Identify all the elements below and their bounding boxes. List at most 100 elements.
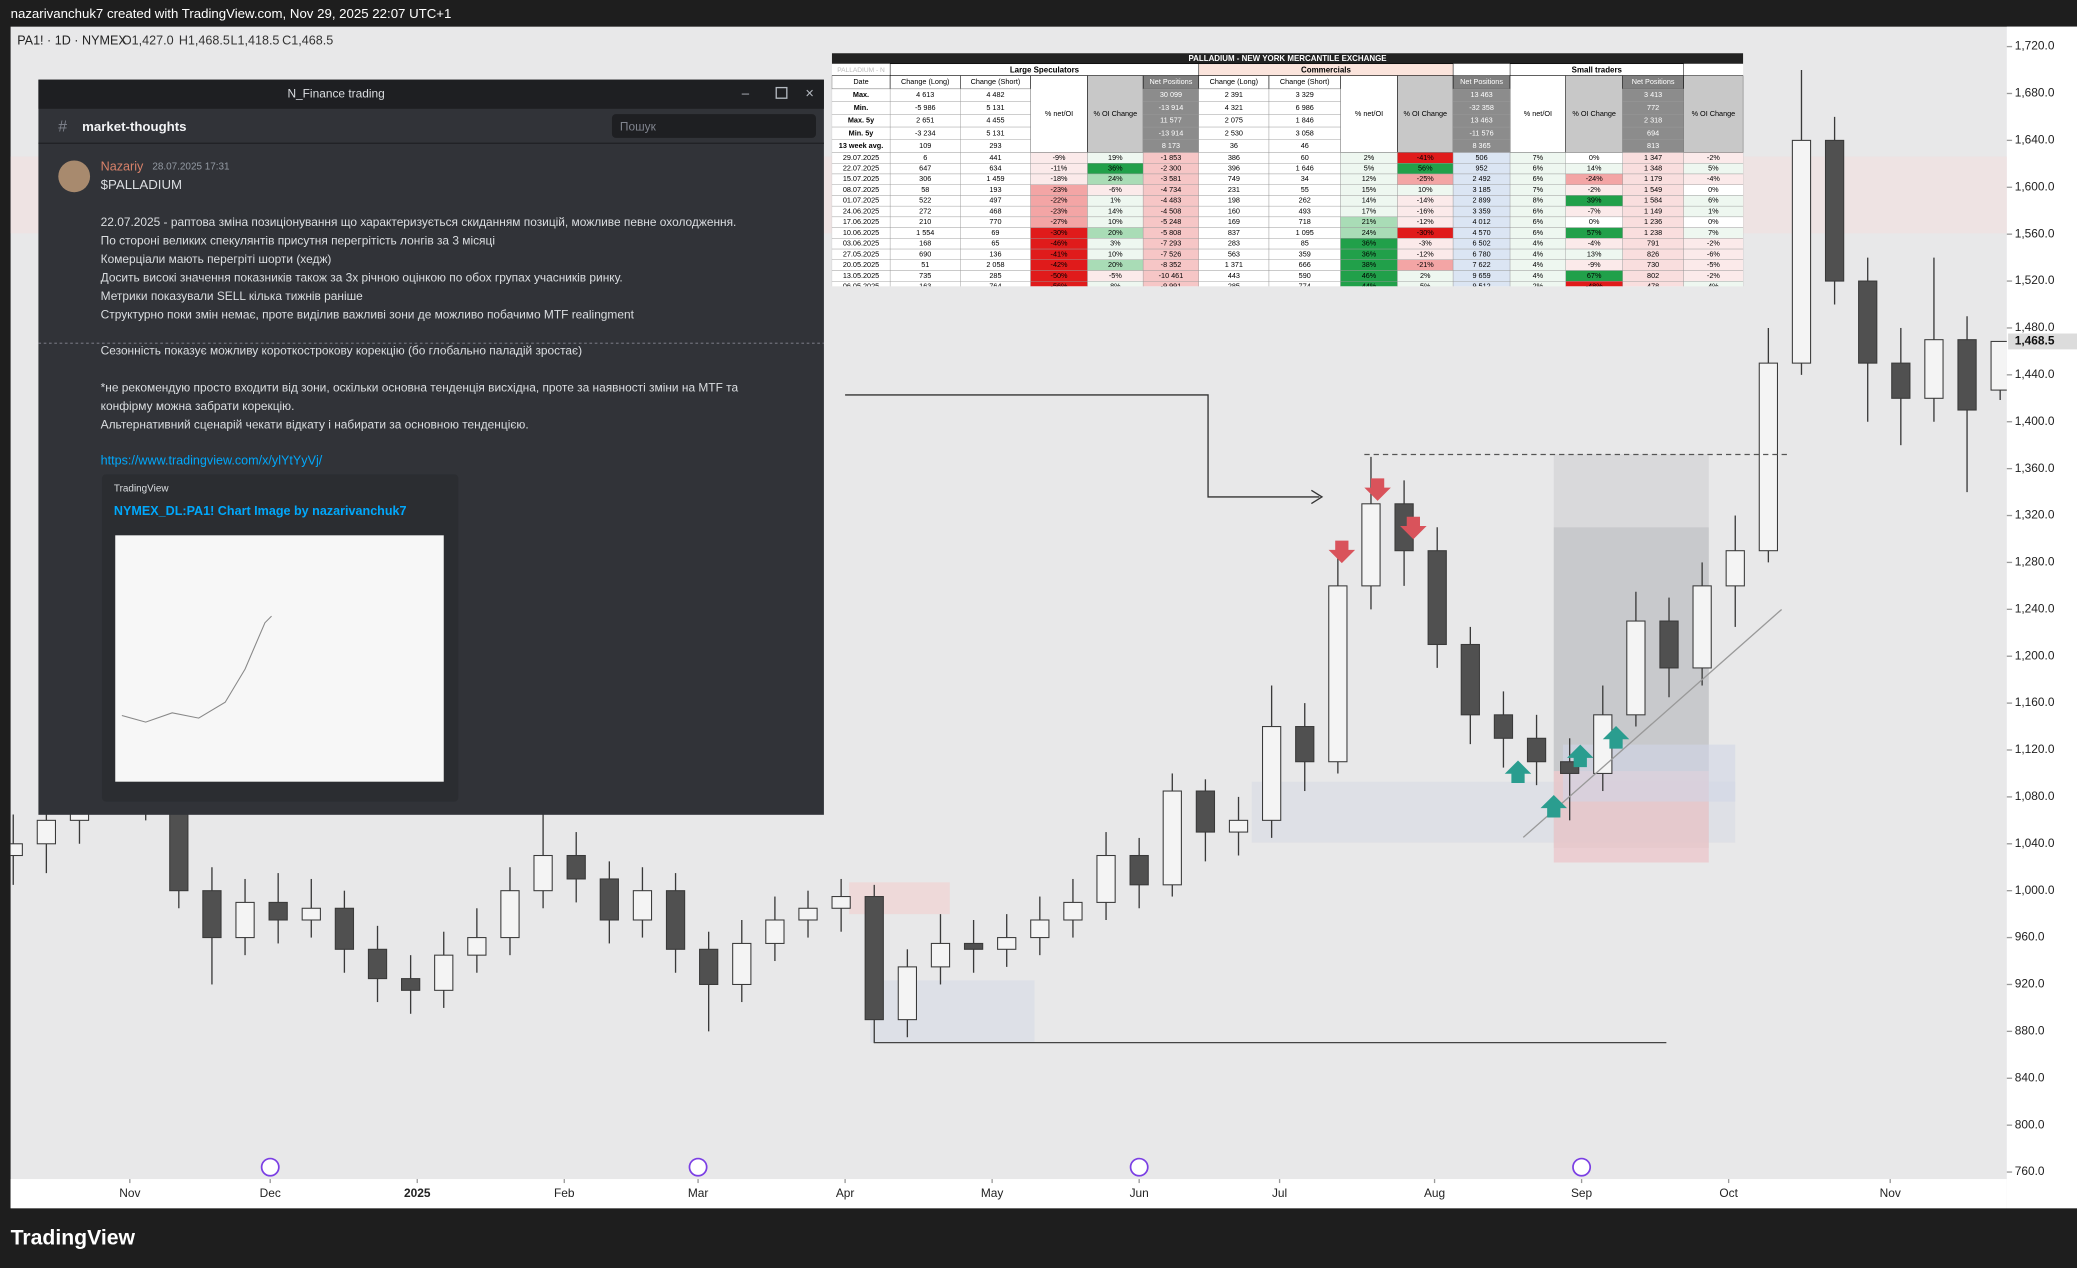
cell-text: 7%: [1533, 153, 1544, 162]
message-line: Структурно поки змін немає, проте виділи…: [101, 308, 635, 322]
event-icon[interactable]: [260, 1157, 280, 1177]
x-tick-label: Nov: [1880, 1186, 1901, 1200]
cell-text: 57%: [1587, 228, 1602, 237]
ohlc-value: O1,427.0: [122, 34, 174, 48]
cell-text: 7%: [1708, 228, 1719, 237]
cell-text: 193: [989, 185, 1001, 194]
group-label: Commercials: [1301, 65, 1351, 74]
cell-text: 0%: [1708, 185, 1719, 194]
candle-body: [699, 948, 719, 986]
cell-text: 8 173: [1162, 141, 1180, 150]
cell-text: 169: [1228, 217, 1240, 226]
cell-text: -18%: [1051, 174, 1069, 183]
cell-text: 109: [919, 141, 931, 150]
event-icon[interactable]: [1129, 1157, 1149, 1177]
candle-body: [864, 896, 884, 1021]
cell-text: -10 461: [1159, 271, 1184, 280]
cell-text: 493: [1299, 206, 1311, 215]
cell-text: 4 570: [1472, 228, 1490, 237]
cell-text: 1 348: [1644, 164, 1662, 173]
cell-text: 690: [919, 249, 931, 258]
window-controls[interactable]: –: [742, 86, 750, 101]
cell-text: 10%: [1418, 185, 1433, 194]
cell-text: 666: [1299, 260, 1311, 269]
event-icon[interactable]: [1572, 1157, 1592, 1177]
link[interactable]: https://www.tradingview.com/x/ylYtYyVj/: [101, 453, 323, 467]
embed-title[interactable]: NYMEX_DL:PA1! Chart Image by nazarivanch…: [114, 504, 407, 518]
sell-arrow: [1400, 516, 1427, 540]
cell-text: 65: [991, 239, 999, 248]
cell-text: -4 734: [1161, 185, 1182, 194]
maximize[interactable]: [775, 86, 788, 99]
event-icon[interactable]: [688, 1157, 708, 1177]
table-corner: PALLADIUM - N: [837, 67, 885, 74]
cell-text: 85: [1301, 239, 1309, 248]
cell-text: 4 012: [1472, 217, 1490, 226]
price-axis: [2006, 26, 2077, 1209]
y-tick-label: 1,400.0: [2015, 414, 2055, 428]
message-line: Досить високі значення показників також …: [101, 270, 623, 284]
candle-body: [1957, 339, 1977, 411]
avatar[interactable]: [58, 160, 91, 193]
candle-body: [930, 942, 951, 968]
search-box[interactable]: [611, 114, 816, 138]
x-tick-label: Sep: [1571, 1186, 1593, 1200]
cell-text: 6: [923, 153, 927, 162]
cell-text: 12%: [1362, 174, 1377, 183]
candle-body: [997, 937, 1017, 950]
ohlc-value: H1,468.5: [179, 34, 230, 48]
cell-text: -50%: [1051, 271, 1069, 280]
cell-text: 5%: [1364, 164, 1375, 173]
cell-text: 19%: [1108, 153, 1123, 162]
cell-text: 2 651: [916, 116, 934, 125]
cell-text: 563: [1228, 249, 1240, 258]
cell-text: 272: [919, 206, 931, 215]
cell-text: 29.07.2025: [843, 153, 879, 162]
candle-body: [1692, 585, 1712, 669]
cell-text: -22%: [1051, 196, 1069, 205]
cell-text: 46%: [1362, 271, 1377, 280]
candle-body: [467, 937, 487, 956]
cell-text: Max.: [853, 90, 869, 99]
cell-text: 285: [1228, 282, 1240, 291]
cell-text: 44%: [1362, 282, 1377, 291]
cell-text: 6 986: [1296, 103, 1314, 112]
cell-text: -2%: [1707, 239, 1720, 248]
events: [260, 1157, 1592, 1177]
close[interactable]: ×: [805, 86, 814, 102]
cell-text: 24%: [1108, 174, 1123, 183]
candle-body: [897, 966, 917, 1021]
cell-text: 0%: [1589, 153, 1600, 162]
cell-text: 9 659: [1472, 271, 1490, 280]
embed-image[interactable]: [115, 535, 444, 782]
cell-text: Min. 5y: [849, 128, 874, 137]
discord-window: N_Finance trading – × # market-thoughts …: [38, 79, 824, 815]
column-header: % net/OI: [1045, 109, 1073, 118]
cell-text: -32 358: [1469, 103, 1494, 112]
cell-text: -48%: [1586, 282, 1604, 291]
candle-body: [1096, 854, 1116, 903]
y-tick-label: 960.0: [2015, 930, 2045, 944]
candle-body: [732, 942, 752, 986]
cell-text: 443: [1228, 271, 1240, 280]
candle-body: [1493, 714, 1514, 739]
cell-text: 2 318: [1644, 116, 1662, 125]
cell-text: 51: [921, 260, 929, 269]
cell-text: 396: [1228, 164, 1240, 173]
message-line: Сезонність показує можливу короткостроко…: [101, 343, 582, 357]
cell-text: 813: [1647, 141, 1659, 150]
cell-text: -27%: [1051, 217, 1069, 226]
y-tick-label: 1,680.0: [2015, 86, 2055, 100]
search-placeholder[interactable]: Пошук: [620, 119, 657, 133]
cell-text: 5 131: [986, 128, 1004, 137]
y-tick-label: 1,280.0: [2015, 555, 2055, 569]
cell-text: 749: [1228, 174, 1240, 183]
cell-text: 2 391: [1225, 90, 1243, 99]
column-header: Date: [853, 77, 868, 86]
y-tick-label: 1,560.0: [2015, 226, 2055, 240]
cell-text: -42%: [1051, 260, 1069, 269]
candle-body: [533, 854, 553, 892]
cell-text: 730: [1647, 260, 1659, 269]
author[interactable]: Nazariy: [101, 159, 144, 173]
y-tick-label: 1,480.0: [2015, 320, 2055, 334]
